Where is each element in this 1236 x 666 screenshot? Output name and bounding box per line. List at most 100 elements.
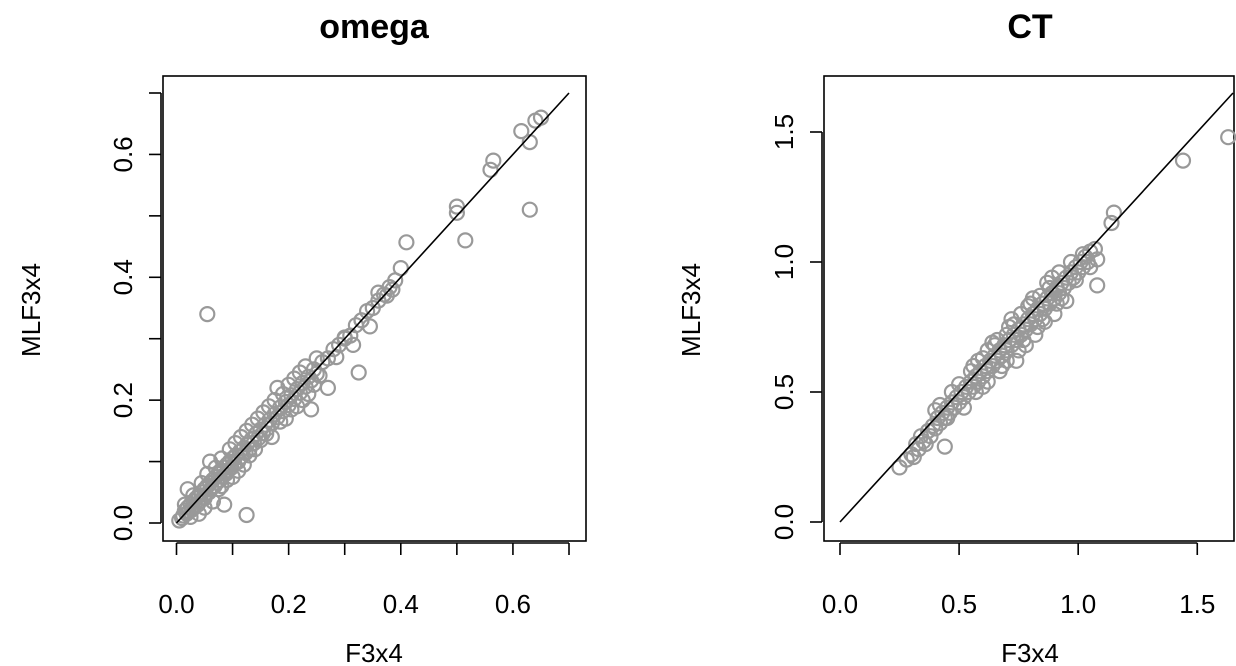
y-tick-label: 0.0 — [108, 505, 138, 541]
data-point — [521, 201, 538, 218]
data-point — [1174, 152, 1192, 169]
y-axis-omega: 0.0 0.2 0.4 0.6 — [108, 92, 162, 541]
plot-frame-ct — [823, 75, 1235, 542]
data-point — [974, 378, 992, 395]
data-point — [1089, 277, 1106, 294]
y-tick-label: 0.0 — [769, 504, 799, 540]
data-point — [199, 306, 216, 323]
data-point — [939, 409, 956, 427]
data-point — [238, 506, 255, 524]
data-point — [1065, 269, 1082, 286]
data-point — [311, 367, 328, 384]
y-tick-label: 1.0 — [769, 244, 799, 280]
data-point — [1048, 295, 1065, 312]
data-point — [210, 481, 227, 498]
data-point — [485, 152, 502, 169]
reference-line-omega — [175, 92, 570, 524]
y-tick-label: 0.4 — [108, 259, 138, 295]
x-tick-label: 0.5 — [941, 589, 977, 619]
data-point — [998, 352, 1015, 369]
data-point — [1074, 246, 1092, 263]
y-axis-label-omega: MLF3x4 — [16, 263, 46, 357]
data-point — [398, 234, 415, 251]
data-point — [213, 478, 230, 495]
data-point — [319, 379, 336, 396]
data-point — [448, 204, 465, 221]
data-point — [482, 161, 499, 178]
x-tick-label: 0.2 — [271, 589, 307, 619]
data-point — [1020, 298, 1037, 315]
data-point — [936, 438, 953, 455]
data-point — [979, 342, 996, 359]
data-point — [1010, 342, 1027, 359]
title-omega: omega — [319, 8, 430, 46]
data-point — [392, 260, 409, 277]
data-point — [457, 232, 474, 249]
x-tick-label: 0.0 — [822, 589, 858, 619]
reference-line-ct — [839, 92, 1234, 523]
x-tick-label: 0.0 — [158, 589, 194, 619]
data-point — [345, 336, 362, 353]
data-point — [1039, 274, 1056, 291]
x-tick-label: 0.6 — [495, 589, 531, 619]
data-point — [1024, 290, 1042, 307]
y-axis-ct: 0.0 0.5 1.0 1.5 — [769, 114, 823, 540]
data-point — [1029, 318, 1046, 336]
data-point — [448, 198, 465, 215]
data-point — [1015, 331, 1032, 349]
data-point — [308, 350, 325, 367]
x-tick-label: 1.5 — [1179, 589, 1215, 619]
data-point — [384, 281, 401, 298]
data-point — [361, 318, 378, 335]
data-point — [1053, 290, 1070, 307]
data-point — [898, 451, 915, 468]
data-point — [1103, 214, 1120, 232]
data-point — [1008, 352, 1025, 369]
y-tick-label: 0.5 — [769, 374, 799, 410]
plot-frame-omega — [162, 75, 587, 542]
panel-ct: CT 0.0 0.5 1.0 1.5 0.0 0.5 1.0 1.5 F3x4 MLF3x4 — [676, 8, 1236, 666]
data-point — [263, 428, 280, 446]
data-point — [185, 487, 202, 504]
y-tick-label: 0.2 — [108, 382, 138, 418]
data-point — [213, 450, 230, 467]
data-point — [1043, 269, 1061, 286]
data-point — [1060, 274, 1077, 291]
data-point — [513, 123, 530, 140]
x-axis-label-omega: F3x4 — [345, 638, 403, 666]
data-point — [979, 373, 996, 390]
x-axis-label-ct: F3x4 — [1001, 638, 1059, 666]
data-point — [922, 428, 939, 445]
y-tick-label: 1.5 — [769, 114, 799, 150]
data-point — [216, 496, 233, 513]
data-point — [297, 358, 314, 375]
data-point — [1067, 272, 1084, 289]
title-ct: CT — [1007, 8, 1053, 46]
panel-omega: omega 0.0 0.2 0.4 0.6 0.0 0.2 0.4 0.6 F3x4 MLF… — [16, 8, 587, 666]
points-omega — [171, 109, 550, 529]
data-point — [1089, 251, 1106, 268]
data-point — [955, 399, 973, 416]
data-point — [1008, 331, 1025, 349]
data-point — [989, 331, 1006, 349]
data-point — [350, 364, 367, 381]
data-point — [969, 352, 987, 369]
data-point — [965, 357, 982, 375]
x-tick-label: 1.0 — [1060, 589, 1096, 619]
x-tick-label: 0.4 — [383, 589, 419, 619]
data-point — [960, 383, 977, 401]
y-tick-label: 0.6 — [108, 136, 138, 172]
y-axis-label-ct: MLF3x4 — [676, 263, 706, 357]
data-point — [927, 420, 944, 437]
points-ct — [891, 129, 1236, 476]
data-point — [182, 508, 199, 526]
data-point — [1027, 311, 1044, 328]
data-point — [1034, 311, 1051, 328]
data-point — [993, 357, 1011, 375]
data-point — [924, 417, 942, 434]
data-point — [1220, 129, 1236, 146]
data-point — [303, 401, 320, 418]
data-point — [1105, 204, 1123, 221]
x-axis-omega: 0.0 0.2 0.4 0.6 — [158, 542, 570, 619]
